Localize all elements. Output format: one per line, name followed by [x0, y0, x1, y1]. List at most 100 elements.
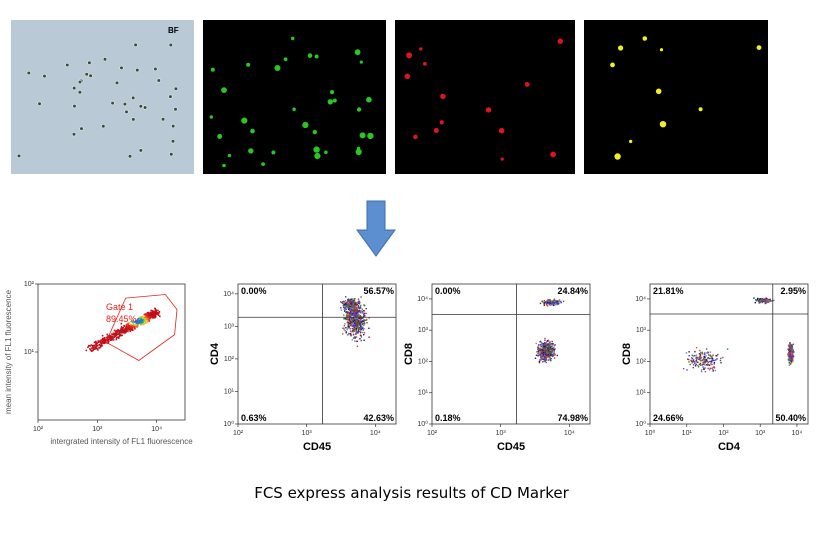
- quadrant-upper-right: 2.95%: [780, 286, 806, 296]
- data-point: [549, 348, 551, 350]
- data-point: [125, 328, 128, 331]
- data-point: [345, 331, 348, 333]
- data-point: [552, 352, 554, 355]
- data-point: [542, 347, 544, 350]
- data-point: [539, 360, 541, 362]
- data-point: [764, 298, 766, 300]
- quadrant-upper-right: 24.84%: [557, 286, 588, 296]
- data-point: [87, 346, 89, 349]
- data-point: [705, 348, 708, 350]
- data-point: [356, 311, 359, 313]
- data-point: [692, 367, 694, 369]
- data-point: [787, 358, 790, 360]
- data-point: [364, 319, 366, 322]
- cell-spot: [524, 82, 530, 87]
- data-point: [353, 320, 355, 323]
- data-point: [544, 360, 547, 362]
- data-point: [548, 343, 550, 346]
- data-point: [98, 343, 100, 346]
- data-point: [142, 321, 144, 324]
- data-point: [139, 319, 142, 321]
- data-point: [699, 357, 701, 360]
- data-point: [547, 351, 549, 353]
- data-point: [154, 316, 156, 319]
- data-point: [354, 313, 357, 315]
- data-point: [359, 327, 362, 330]
- data-point: [348, 322, 350, 324]
- cell-spot: [313, 146, 320, 153]
- data-point: [720, 362, 722, 364]
- data-point: [97, 349, 99, 351]
- data-point: [346, 304, 348, 307]
- data-point: [545, 301, 547, 303]
- data-point: [146, 320, 149, 323]
- data-point: [560, 300, 562, 303]
- data-point: [709, 351, 712, 353]
- data-point: [706, 352, 708, 354]
- plot-frame: [431, 283, 591, 425]
- data-point: [788, 360, 790, 362]
- data-point: [151, 315, 153, 317]
- data-point: [346, 301, 349, 303]
- data-point: [141, 320, 144, 322]
- data-point: [358, 324, 361, 326]
- cell-spot: [413, 134, 418, 140]
- data-point: [544, 342, 546, 344]
- data-point: [353, 307, 356, 309]
- data-point: [759, 298, 761, 301]
- data-point: [356, 315, 358, 318]
- data-point: [349, 305, 352, 307]
- data-point: [692, 364, 695, 366]
- data-point: [357, 329, 360, 332]
- cell-spot: [143, 105, 148, 110]
- data-point: [153, 315, 155, 318]
- data-point: [150, 312, 153, 315]
- cell-spot: [170, 139, 176, 144]
- data-point: [109, 338, 112, 340]
- data-point: [360, 312, 362, 314]
- data-point: [357, 298, 360, 300]
- data-point: [767, 301, 769, 303]
- data-point: [355, 317, 358, 319]
- data-point: [353, 326, 356, 328]
- data-point: [768, 299, 770, 301]
- data-point: [347, 311, 350, 313]
- data-point: [787, 354, 790, 356]
- data-point: [344, 299, 347, 302]
- data-point: [790, 347, 793, 349]
- data-point: [352, 317, 354, 319]
- data-point: [137, 318, 139, 320]
- data-point: [539, 352, 542, 355]
- data-point: [553, 346, 555, 348]
- data-point: [115, 330, 118, 332]
- data-point: [129, 330, 132, 333]
- data-point: [548, 304, 551, 306]
- data-point: [340, 309, 343, 311]
- data-point: [547, 355, 549, 357]
- data-point: [543, 342, 546, 345]
- data-point: [136, 322, 138, 324]
- data-point: [348, 304, 351, 306]
- data-point: [342, 300, 345, 303]
- data-point: [354, 304, 356, 306]
- quadrant-lower-right: 42.63%: [363, 413, 394, 423]
- micrograph-bf: BF: [11, 20, 194, 174]
- data-point: [702, 366, 704, 368]
- data-point: [136, 319, 139, 322]
- data-point: [122, 330, 125, 333]
- data-point: [123, 329, 125, 331]
- data-point: [359, 338, 361, 340]
- cell-spot: [131, 95, 136, 100]
- data-point: [148, 315, 150, 317]
- cell-spot: [227, 153, 232, 158]
- data-point: [792, 352, 794, 354]
- data-point: [349, 300, 352, 303]
- data-point: [354, 336, 356, 338]
- data-point: [792, 355, 794, 358]
- data-point: [344, 307, 346, 309]
- data-point: [131, 321, 133, 323]
- data-point: [348, 300, 350, 302]
- data-point: [546, 300, 548, 302]
- data-point: [537, 344, 540, 347]
- data-point: [348, 325, 351, 327]
